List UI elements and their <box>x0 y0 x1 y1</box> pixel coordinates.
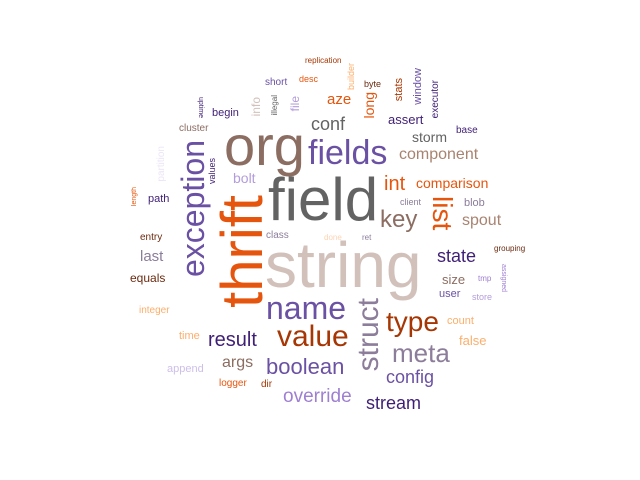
word-struct: struct <box>352 298 385 372</box>
word-window: window <box>412 68 424 105</box>
word-aze: aze <box>327 91 352 108</box>
word-values: values <box>207 158 217 185</box>
word-bolt: bolt <box>233 170 256 186</box>
word-org: org <box>224 114 305 177</box>
word-base: base <box>456 125 478 136</box>
word-key: key <box>380 206 418 233</box>
word-string: string <box>265 229 422 301</box>
word-executor: executor <box>430 80 441 119</box>
word-file: file <box>288 96 302 112</box>
word-comparison: comparison <box>416 175 489 191</box>
word-append: append <box>167 363 204 375</box>
word-begin: begin <box>212 107 239 119</box>
word-assigned: assigned <box>500 264 507 293</box>
word-long: long <box>361 92 377 119</box>
word-last: last <box>140 248 164 265</box>
word-class: class <box>266 230 289 241</box>
word-tmp: tmp <box>478 274 492 283</box>
word-grouping: grouping <box>494 244 526 253</box>
word-time: time <box>179 330 200 342</box>
word-component: component <box>399 146 479 163</box>
word-path: path <box>148 193 170 205</box>
word-result: result <box>208 329 257 351</box>
word-state: state <box>437 246 477 266</box>
word-store: store <box>472 292 493 302</box>
word-config: config <box>386 367 435 387</box>
word-illegal: illegal <box>270 95 279 116</box>
word-stats: stats <box>393 78 405 102</box>
word-dir: dir <box>261 379 273 390</box>
word-field: field <box>268 166 379 233</box>
word-uptime: uptime <box>197 97 204 119</box>
word-stream: stream <box>366 393 422 413</box>
word-fields: fields <box>308 134 388 172</box>
word-meta: meta <box>392 338 450 368</box>
word-thrift: thrift <box>210 195 275 308</box>
word-override: override <box>283 386 352 407</box>
word-short: short <box>265 77 288 88</box>
word-logger: logger <box>219 378 247 389</box>
word-int: int <box>384 173 406 195</box>
word-equals: equals <box>130 271 166 285</box>
word-integer: integer <box>139 305 170 316</box>
word-type: type <box>386 306 439 337</box>
word-storm: storm <box>412 129 447 145</box>
word-builder: builder <box>346 63 356 91</box>
word-user: user <box>439 288 461 300</box>
word-length: length <box>131 187 138 207</box>
word-boolean: boolean <box>266 354 345 379</box>
word-info: info <box>249 97 263 117</box>
word-entry: entry <box>140 232 163 243</box>
word-assert: assert <box>388 112 424 127</box>
word-args: args <box>222 354 254 371</box>
word-count: count <box>447 315 474 327</box>
word-partition: partition <box>156 146 167 182</box>
word-byte: byte <box>364 79 382 89</box>
word-cluster: cluster <box>179 123 209 134</box>
word-name: name <box>266 290 347 326</box>
word-exception: exception <box>175 140 211 277</box>
word-spout: spout <box>462 212 502 229</box>
word-false: false <box>459 333 487 348</box>
word-desc: desc <box>299 74 319 84</box>
word-client: client <box>400 197 422 207</box>
word-blob: blob <box>464 197 485 209</box>
word-replication: replication <box>305 56 342 65</box>
word-list: list <box>427 196 458 231</box>
word-size: size <box>442 272 466 287</box>
word-value: value <box>277 320 349 353</box>
word-done: done <box>324 233 342 242</box>
word-ret: ret <box>362 233 372 242</box>
word-conf: conf <box>311 114 346 134</box>
